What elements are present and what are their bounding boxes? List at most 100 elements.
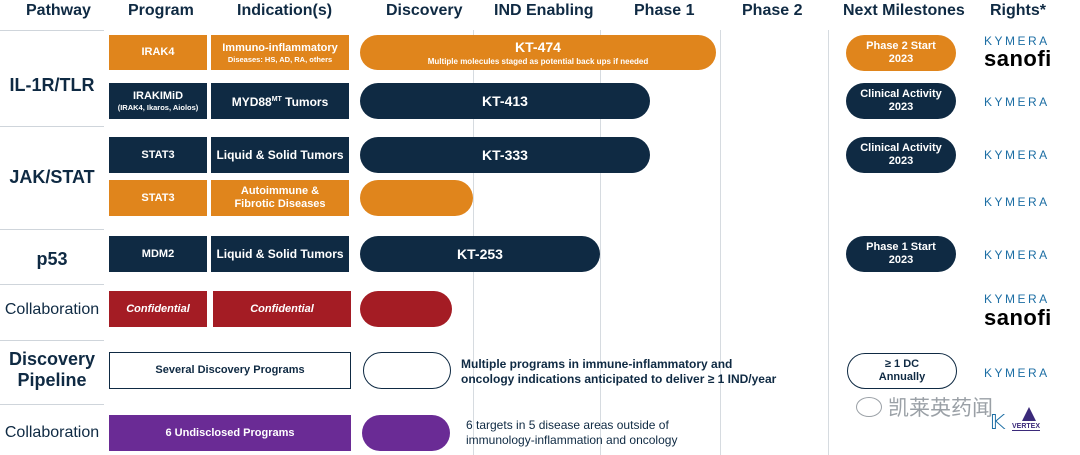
header-phase2: Phase 2 [742, 2, 803, 19]
pathway-separator [0, 126, 104, 127]
wechat-icon [856, 397, 882, 417]
program-mdm2: MDM2 [109, 236, 207, 272]
indication-liquid-solid-tumors: Liquid & Solid Tumors [211, 137, 349, 173]
bar-undisclosed [362, 415, 450, 451]
rights-kymera: KYMERA [984, 292, 1050, 306]
pathway-separator [0, 30, 104, 31]
rights-kymera: KYMERA [984, 195, 1050, 209]
pathway-il1r-tlr: IL-1R/TLR [9, 75, 95, 95]
program-label: MDM2 [141, 247, 175, 260]
milestone-phase1-start: Phase 1 Start 2023 [846, 236, 956, 272]
rights-sanofi: sanofi [984, 46, 1052, 71]
header-discovery: Discovery [386, 2, 463, 19]
bar-label: KT-333 [482, 147, 528, 163]
pathway-separator [0, 284, 104, 285]
program-label: STAT3 [141, 191, 175, 204]
bar-kt-413: KT-413 [360, 83, 650, 119]
vertex-logo-icon [1022, 407, 1036, 421]
undisclosed-note: 6 targets in 5 disease areas outside of … [466, 418, 677, 448]
milestone-line2: 2023 [888, 254, 914, 266]
program-6-undisclosed: 6 Undisclosed Programs [109, 415, 351, 451]
header-next-milestones: Next Milestones [843, 2, 965, 19]
milestone-phase2-start: Phase 2 Start 2023 [846, 35, 956, 71]
bar-kt-333: KT-333 [360, 137, 650, 173]
bar-discovery-outline [363, 352, 451, 389]
bar-confidential [360, 291, 452, 327]
indication-autoimmune-fibrotic: Autoimmune & Fibrotic Diseases [211, 180, 349, 216]
indication-myd88-tumors: MYD88MT Tumors [211, 83, 349, 119]
pathway-discovery-pipeline: Discovery Pipeline [0, 349, 104, 391]
program-irak4: IRAK4 [109, 35, 207, 70]
rights-kymera: KYMERA [984, 248, 1050, 262]
bar-kt-474: KT-474 Multiple molecules staged as pote… [360, 35, 716, 70]
note-line1: Multiple programs in immune-inflammatory… [461, 357, 733, 371]
indication-label: Liquid & Solid Tumors [216, 147, 344, 162]
watermark-text: 凯莱英药闻 [888, 397, 993, 420]
pathway-discovery-line1: Discovery [8, 349, 96, 369]
indication-immuno-inflammatory: Immuno-inflammatory Diseases: HS, AD, RA… [211, 35, 349, 70]
pathway-separator [0, 404, 104, 405]
milestone-dc-annually: ≥ 1 DC Annually [847, 353, 957, 389]
milestone-line2: 2023 [888, 101, 914, 113]
indication-liquid-solid-tumors: Liquid & Solid Tumors [211, 236, 349, 272]
rights-vertex: VERTEX [1012, 423, 1041, 431]
bar-label: KT-413 [482, 93, 528, 109]
note-line2: oncology indications anticipated to deli… [461, 372, 777, 386]
program-stat3: STAT3 [109, 137, 207, 173]
bar-kt-253: KT-253 [360, 236, 600, 272]
grid-line-phase1-end [720, 30, 721, 455]
program-sub: (IRAK4, Ikaros, Aiolos) [117, 103, 199, 112]
discovery-note: Multiple programs in immune-inflammatory… [461, 357, 776, 387]
indication-confidential: Confidential [213, 291, 351, 327]
pathway-collaboration-1: Collaboration [4, 301, 100, 318]
pathway-p53: p53 [36, 249, 68, 269]
indication-main: MYD88 [231, 95, 272, 109]
program-label: IRAK4 [141, 46, 175, 58]
pathway-collaboration-2: Collaboration [4, 424, 100, 441]
program-label: 6 Undisclosed Programs [165, 426, 295, 439]
header-rights: Rights* [990, 2, 1046, 19]
program-label: Several Discovery Programs [155, 364, 305, 376]
vertex-k-icon: 𝕂 [990, 412, 1006, 434]
milestone-line1: Clinical Activity [860, 142, 942, 154]
header-ind-enabling: IND Enabling [494, 2, 594, 19]
pathway-jak-stat: JAK/STAT [9, 167, 95, 187]
milestone-line2: 2023 [888, 155, 914, 167]
pathway-separator [0, 340, 104, 341]
milestone-clinical-activity: Clinical Activity 2023 [846, 83, 956, 119]
rights-sanofi: sanofi [984, 305, 1052, 330]
program-stat3-autoimmune: STAT3 [109, 180, 207, 216]
program-label: STAT3 [141, 148, 175, 161]
milestone-clinical-activity: Clinical Activity 2023 [846, 137, 956, 173]
indication-label: Autoimmune & [240, 185, 320, 197]
milestone-line1: Clinical Activity [860, 88, 942, 100]
milestone-line2: Annually [878, 371, 926, 383]
milestone-line2: 2023 [888, 53, 914, 65]
indication-label: Liquid & Solid Tumors [216, 246, 344, 261]
indication-label: Immuno-inflammatory [222, 41, 338, 54]
indication-sub: Diseases: HS, AD, RA, others [227, 54, 333, 64]
rights-kymera: KYMERA [984, 95, 1050, 109]
note-line2: immunology-inflammation and oncology [466, 433, 678, 447]
header-program: Program [128, 2, 194, 19]
rights-kymera: KYMERA [984, 34, 1050, 48]
indication-label: Confidential [250, 302, 314, 315]
program-irakimid: IRAKIMiD (IRAK4, Ikaros, Aiolos) [109, 83, 207, 119]
header-phase1: Phase 1 [634, 2, 695, 19]
pathway-discovery-line2: Pipeline [17, 370, 87, 390]
bar-label: KT-474 [515, 39, 561, 55]
program-several-discovery: Several Discovery Programs [109, 352, 351, 389]
bar-stat3-autoimmune [360, 180, 473, 216]
program-label: Confidential [126, 302, 190, 315]
watermark: 凯莱英药闻 [856, 392, 993, 422]
rights-kymera: KYMERA [984, 366, 1050, 380]
indication-line2: Fibrotic Diseases [234, 198, 326, 210]
bar-sub: Multiple molecules staged as potential b… [427, 57, 649, 66]
program-label: IRAKIMiD [132, 90, 184, 102]
pathway-separator [0, 229, 104, 230]
header-pathway: Pathway [26, 2, 91, 19]
rights-kymera: KYMERA [984, 148, 1050, 162]
note-line1: 6 targets in 5 disease areas outside of [466, 418, 669, 432]
grid-line-phase2-end [828, 30, 829, 455]
milestone-line1: Phase 2 Start [866, 40, 936, 52]
